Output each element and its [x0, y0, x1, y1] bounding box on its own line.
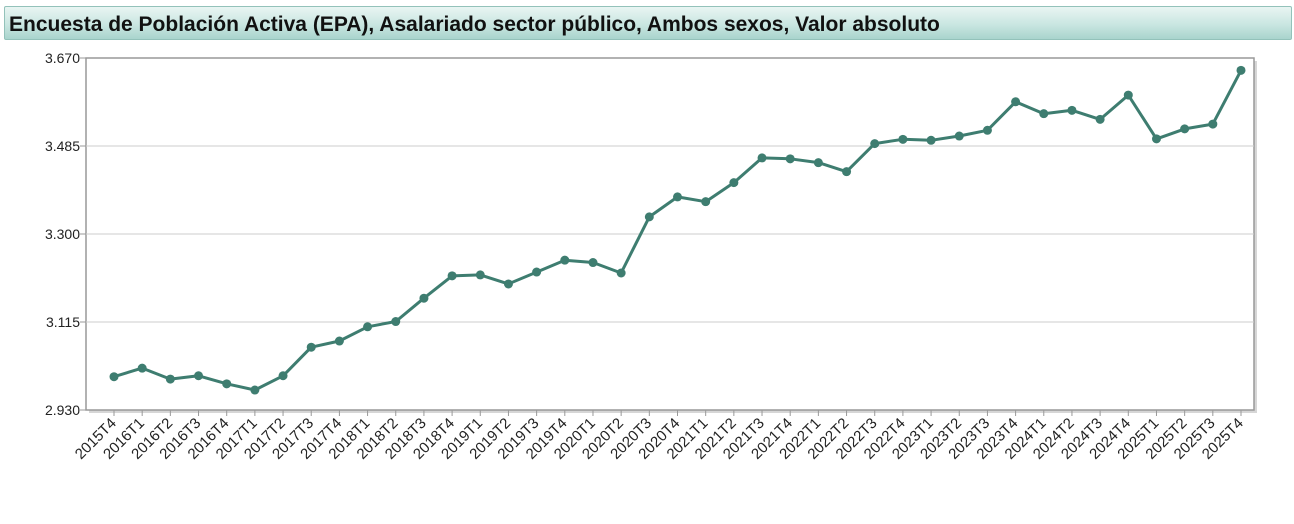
- data-point[interactable]: [644, 212, 654, 222]
- data-point[interactable]: [334, 336, 344, 346]
- data-point[interactable]: [560, 255, 570, 265]
- data-point[interactable]: [1151, 134, 1161, 144]
- data-point[interactable]: [616, 268, 626, 278]
- data-point[interactable]: [757, 153, 767, 163]
- data-point[interactable]: [1123, 90, 1133, 100]
- data-point[interactable]: [842, 167, 852, 177]
- data-point[interactable]: [1180, 124, 1190, 134]
- data-point[interactable]: [673, 192, 682, 202]
- data-point[interactable]: [503, 279, 513, 289]
- data-point[interactable]: [194, 371, 204, 381]
- data-point[interactable]: [813, 158, 823, 168]
- data-point[interactable]: [1011, 97, 1021, 107]
- data-point[interactable]: [729, 178, 739, 188]
- data-point[interactable]: [447, 271, 457, 281]
- data-point[interactable]: [306, 342, 316, 352]
- data-point[interactable]: [1236, 65, 1246, 75]
- chart-title: Encuesta de Población Activa (EPA), Asal…: [9, 13, 940, 36]
- data-point[interactable]: [1039, 109, 1049, 119]
- data-point[interactable]: [982, 125, 992, 135]
- data-point[interactable]: [419, 293, 429, 303]
- data-point[interactable]: [785, 154, 795, 164]
- x-axis-ticks: 2015T42016T12016T22016T32016T42017T12017…: [72, 410, 1247, 463]
- data-point[interactable]: [137, 363, 147, 373]
- data-point[interactable]: [1095, 114, 1105, 124]
- data-point[interactable]: [165, 374, 175, 384]
- y-tick-label: 3.485: [45, 138, 80, 154]
- data-point[interactable]: [391, 317, 401, 327]
- data-point[interactable]: [701, 197, 711, 207]
- data-point[interactable]: [898, 134, 908, 144]
- data-point[interactable]: [222, 379, 232, 389]
- y-axis-ticks: 2.930 3.115 3.300 3.485 3.670: [45, 50, 86, 418]
- y-tick-label: 3.670: [45, 50, 80, 66]
- data-point[interactable]: [954, 131, 964, 141]
- data-point[interactable]: [278, 371, 288, 381]
- data-point[interactable]: [926, 135, 936, 145]
- data-point[interactable]: [588, 258, 598, 268]
- data-point[interactable]: [1067, 105, 1077, 115]
- data-point[interactable]: [1208, 119, 1218, 129]
- data-point[interactable]: [870, 139, 880, 149]
- y-tick-label: 3.115: [46, 314, 80, 330]
- data-point[interactable]: [475, 270, 485, 280]
- series-layer: [109, 65, 1246, 395]
- data-point[interactable]: [532, 267, 542, 277]
- data-point[interactable]: [109, 372, 119, 382]
- chart-title-bar: Encuesta de Población Activa (EPA), Asal…: [4, 6, 1292, 40]
- grid: [85, 57, 1257, 413]
- data-point[interactable]: [250, 385, 260, 395]
- y-tick-label: 2.930: [45, 402, 80, 418]
- y-tick-label: 3.300: [45, 226, 80, 242]
- data-point[interactable]: [363, 322, 373, 332]
